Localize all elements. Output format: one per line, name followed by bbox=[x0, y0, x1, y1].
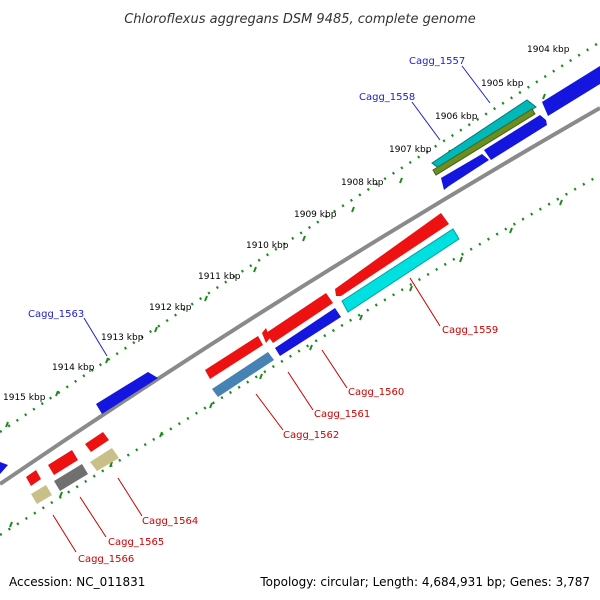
scale-label: 1910 kbp bbox=[246, 241, 289, 251]
outer-tick-track bbox=[0, 40, 600, 434]
gene-label[interactable]: Cagg_1561 bbox=[314, 409, 370, 420]
reverse-strand-genes bbox=[26, 213, 460, 504]
scale-label: 1907 kbp bbox=[389, 145, 432, 155]
inner-tick-track bbox=[0, 173, 600, 537]
gene-label[interactable]: Cagg_1558 bbox=[359, 92, 415, 103]
scale-label: 1905 kbp bbox=[481, 79, 524, 89]
gene-label[interactable]: Cagg_1560 bbox=[348, 387, 404, 398]
gene-label[interactable]: Cagg_1563 bbox=[28, 309, 84, 320]
gene-cagg-1565[interactable] bbox=[54, 464, 88, 491]
scale-label: 1904 kbp bbox=[527, 45, 570, 55]
gene-cagg-1562[interactable] bbox=[212, 352, 274, 397]
gene-label[interactable]: Cagg_1562 bbox=[283, 430, 339, 441]
forward-strand-genes bbox=[0, 66, 600, 474]
gene-forward-unlabeled[interactable] bbox=[542, 66, 600, 116]
gene-label[interactable]: Cagg_1565 bbox=[108, 537, 164, 548]
gene-reverse-unlabeled[interactable] bbox=[335, 213, 449, 296]
gene-cagg-1561[interactable] bbox=[266, 293, 333, 343]
gene-label[interactable]: Cagg_1564 bbox=[142, 516, 198, 527]
scale-label: 1908 kbp bbox=[341, 178, 384, 188]
gene-reverse-unlabeled[interactable] bbox=[85, 432, 109, 452]
gene-cagg-1560[interactable] bbox=[275, 308, 341, 356]
gene-cagg-1566[interactable] bbox=[31, 485, 52, 504]
scale-label: 1914 kbp bbox=[52, 363, 95, 373]
genome-summary-text: Topology: circular; Length: 4,684,931 bp… bbox=[259, 575, 590, 589]
gene-reverse-unlabeled[interactable] bbox=[262, 328, 270, 343]
scale-label: 1913 kbp bbox=[101, 333, 144, 343]
gene-cagg-1559[interactable] bbox=[341, 228, 460, 313]
gene-forward-unlabeled[interactable] bbox=[484, 115, 547, 160]
scale-label: 1906 kbp bbox=[435, 112, 478, 122]
gene-forward-unlabeled[interactable] bbox=[0, 462, 8, 474]
gene-label[interactable]: Cagg_1557 bbox=[409, 56, 465, 67]
scale-label: 1912 kbp bbox=[149, 303, 192, 313]
genome-backbone bbox=[0, 106, 600, 486]
gene-cagg-1563[interactable] bbox=[96, 372, 158, 414]
map-title: Chloroflexus aggregans DSM 9485, complet… bbox=[124, 12, 476, 27]
scale-label: 1909 kbp bbox=[294, 210, 337, 220]
label-leaders bbox=[52, 65, 491, 553]
gene-label[interactable]: Cagg_1566 bbox=[78, 554, 134, 565]
gene-label[interactable]: Cagg_1559 bbox=[442, 325, 498, 336]
scale-label: 1911 kbp bbox=[198, 272, 241, 282]
gene-cagg-1558[interactable] bbox=[432, 108, 536, 176]
gene-reverse-unlabeled[interactable] bbox=[48, 450, 78, 475]
scale-label: 1915 kbp bbox=[3, 393, 46, 403]
accession-text: Accession: NC_011831 bbox=[9, 575, 145, 589]
gene-cagg-1564[interactable] bbox=[90, 448, 119, 471]
gene-reverse-unlabeled[interactable] bbox=[205, 336, 263, 379]
gene-forward-unlabeled[interactable] bbox=[441, 154, 489, 190]
gene-reverse-unlabeled[interactable] bbox=[26, 470, 41, 486]
